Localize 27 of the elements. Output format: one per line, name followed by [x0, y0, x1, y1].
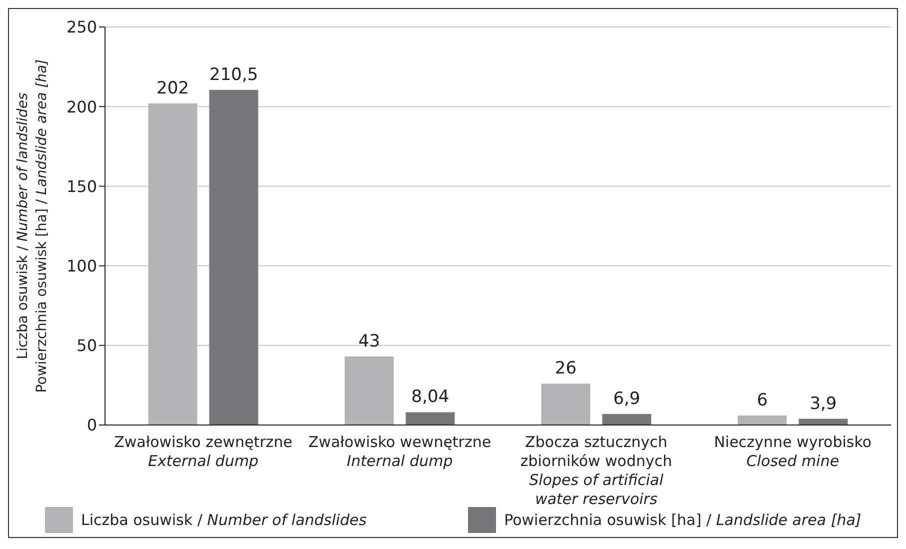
x-tick-label: Zwałowisko zewnętrzne External dump: [114, 433, 292, 470]
y-tick-label: 150: [66, 176, 97, 196]
bar: [738, 415, 787, 425]
data-label: 3,9: [810, 394, 837, 414]
bar: [209, 90, 258, 425]
y-tick-label: 250: [66, 18, 97, 37]
y-tick-label: 0: [86, 416, 97, 435]
data-label: 6,9: [613, 389, 640, 410]
y-tick-label: 100: [66, 256, 97, 276]
x-tick-label: Nieczynne wyrobisko Closed mine: [714, 433, 872, 470]
legend-label: Liczba osuwisk / Number of landslides: [81, 511, 367, 529]
x-tick-label: Zwałowisko wewnętrzne Internal dump: [308, 433, 492, 470]
data-label: 26: [554, 358, 577, 379]
data-label: 6: [756, 390, 768, 410]
data-label: 210,5: [209, 64, 258, 85]
bar: [344, 356, 394, 425]
bar: [541, 384, 590, 425]
data-label: 202: [156, 78, 189, 98]
y-tick-label: 200: [66, 97, 97, 116]
x-tick-label: Zbocza sztucznych zbiorników wodnych Slopes of artificial water reservoirs: [520, 433, 672, 508]
bar: [602, 414, 652, 425]
data-label: 43: [358, 332, 380, 352]
y-tick-label: 50: [76, 336, 97, 356]
legend-label: Powierzchnia osuwisk [ha] / Landslide area [ha]: [504, 511, 862, 529]
bar: [406, 412, 455, 425]
bar: [148, 103, 198, 425]
data-label: 8,04: [411, 387, 450, 408]
